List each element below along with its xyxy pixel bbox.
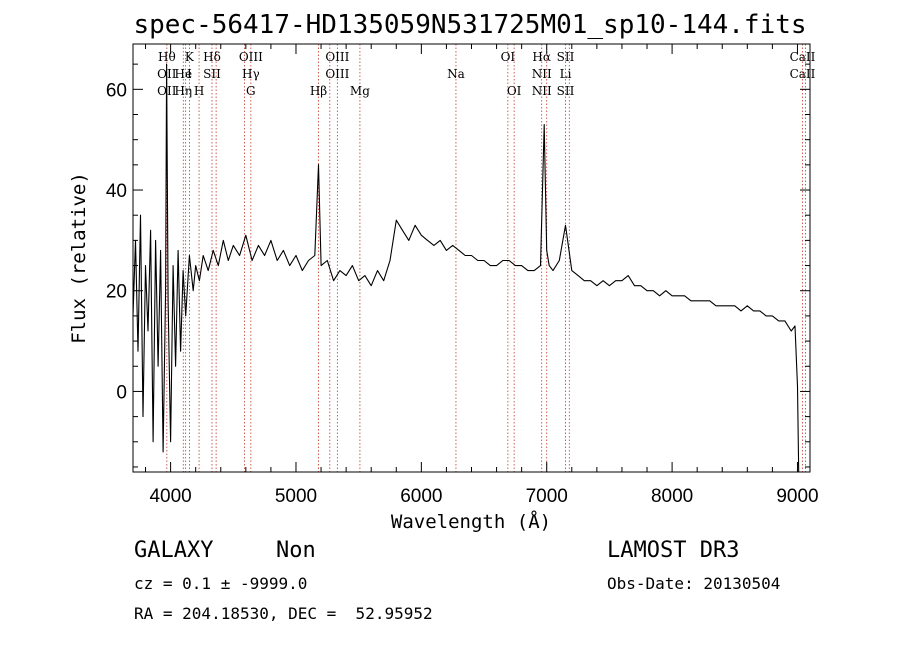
- marker-label: OIII: [325, 67, 349, 81]
- axis-ticks: 4000 5000 6000 7000 8000 9000 0 20 40 60: [106, 44, 819, 507]
- marker-label: SII: [557, 84, 575, 98]
- marker-label: Hθ: [158, 50, 176, 64]
- marker-label: G: [246, 84, 256, 98]
- plot-frame: [132, 43, 811, 473]
- marker-label: I: [187, 67, 192, 81]
- marker-label: Hγ: [242, 67, 260, 81]
- x-axis-label: Wavelength (Å): [391, 510, 551, 533]
- x-tick-label: 8000: [651, 486, 693, 507]
- x-tick-label: 4000: [149, 486, 191, 507]
- marker-label: H: [194, 84, 204, 98]
- redshift-line: cz = 0.1 ± -9999.0: [134, 574, 308, 593]
- survey-name: LAMOST DR3: [607, 538, 740, 563]
- marker-label: K: [185, 50, 195, 64]
- marker-label: Li: [560, 67, 572, 81]
- marker-label: OI: [501, 50, 516, 64]
- object-class: GALAXY: [134, 538, 214, 563]
- spectrum-line: [132, 63, 800, 473]
- x-tick-label: 5000: [275, 486, 317, 507]
- x-tick-label: 7000: [526, 486, 568, 507]
- y-tick-label: 40: [106, 181, 127, 202]
- marker-label: OIII: [325, 50, 349, 64]
- y-tick-label: 0: [116, 382, 127, 403]
- marker-label: NII: [532, 67, 552, 81]
- marker-label: OI: [507, 84, 522, 98]
- y-axis-label: Flux (relative): [68, 172, 90, 344]
- observation-date: Obs-Date: 20130504: [607, 574, 781, 593]
- marker-label: CaII: [790, 50, 816, 64]
- marker-label: NII: [532, 84, 552, 98]
- marker-label: OIII: [239, 50, 263, 64]
- marker-label: SII: [203, 67, 221, 81]
- marker-label: Mg: [350, 84, 370, 98]
- x-tick-label: 6000: [400, 486, 442, 507]
- chart-title: spec-56417-HD135059N531725M01_sp10-144.f…: [133, 10, 806, 40]
- x-tick-label: 9000: [776, 486, 818, 507]
- emission-line-markers: [166, 44, 807, 472]
- marker-label: He: [174, 67, 192, 81]
- marker-label: Hβ: [310, 84, 327, 98]
- object-subclass: Non: [276, 538, 316, 563]
- y-tick-label: 20: [106, 282, 127, 303]
- marker-label: Hα: [532, 50, 551, 64]
- marker-label: Hη: [174, 84, 192, 98]
- coordinates-line: RA = 204.18530, DEC = 52.95952: [134, 604, 433, 623]
- marker-label: Na: [447, 67, 465, 81]
- marker-label: SII: [557, 50, 575, 64]
- marker-label: CaII: [790, 67, 816, 81]
- y-tick-label: 60: [106, 80, 127, 101]
- marker-label: Hδ: [203, 50, 221, 64]
